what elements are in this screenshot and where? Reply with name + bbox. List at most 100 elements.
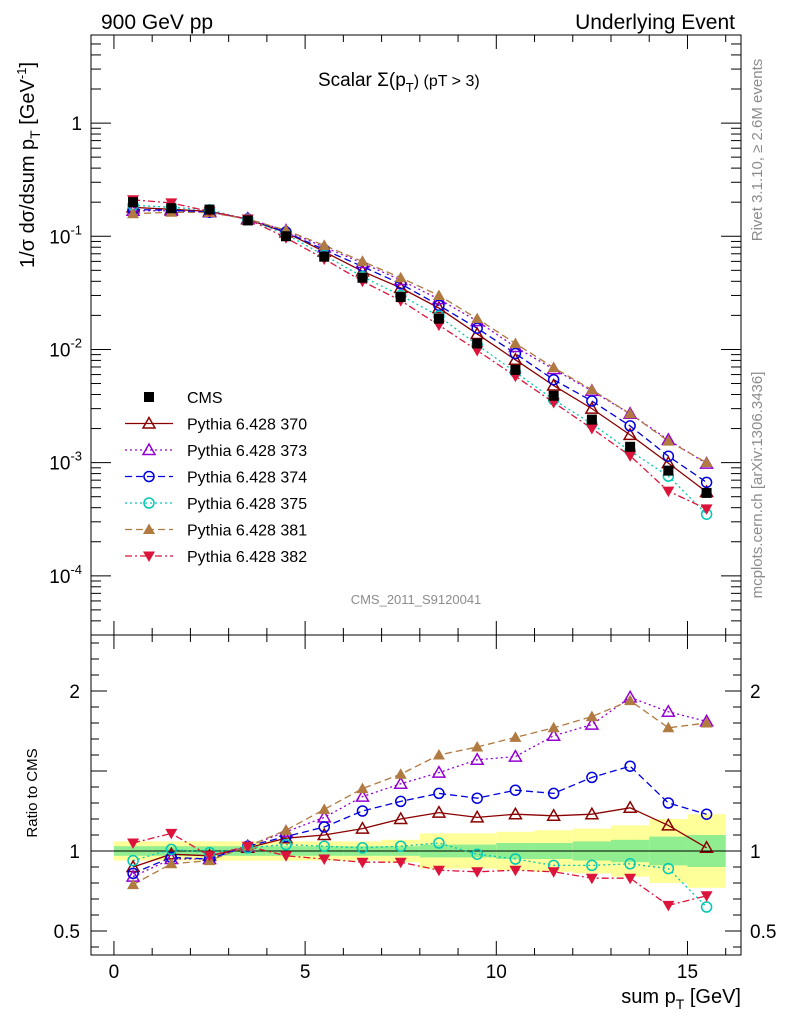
ratio-point-pythia-6-428-381: [127, 878, 140, 890]
ratio-point-pythia-6-428-375: [509, 853, 522, 865]
analysis-id: CMS_2011_S9120041: [351, 592, 482, 607]
axis-ticks: 0 5 10 15 10-4 10-3 10-2 10-1 1 0.5 0.5 1 1 2 2: [49, 34, 776, 983]
ratio-point-pythia-6-428-382: [509, 865, 522, 877]
ratio-point-pythia-6-428-374: [586, 771, 598, 784]
point-cms: [663, 465, 674, 476]
point-pythia-6-428-381: [509, 337, 522, 348]
ratio-point-pythia-6-428-382: [662, 900, 675, 912]
legend-marker-pythia-6-428-370: [141, 415, 157, 429]
ratio-point-pythia-6-428-382: [624, 873, 637, 885]
ratio-point-pythia-6-428-373: [469, 752, 485, 766]
ratio-point-pythia-6-428-381: [356, 782, 369, 794]
point-pythia-6-428-381: [318, 239, 331, 250]
point-cms: [586, 414, 597, 425]
ratio-uncertainty-bands: [103, 814, 741, 888]
point-cms: [319, 251, 330, 262]
point-pythia-6-428-381: [471, 312, 484, 324]
ratio-point-pythia-6-428-370: [508, 806, 523, 820]
point-pythia-6-428-374: [624, 420, 636, 432]
main-y-axis-label: 1/σ dσ/dsum pT [GeV-1]: [14, 62, 43, 268]
point-pythia-6-428-382: [585, 424, 598, 435]
ratio-point-pythia-6-428-382: [318, 854, 331, 865]
y-tick-label: 10-4: [49, 562, 82, 588]
x-axis-label: sum pT [GeV]: [621, 986, 741, 1012]
ratio-y-tick-label-right: 0.5: [750, 922, 776, 943]
x-tick-label: 5: [300, 962, 311, 983]
point-cms: [701, 487, 712, 498]
ratio-point-pythia-6-428-374: [662, 797, 675, 809]
ratio-y-tick-label-left: 1: [69, 842, 80, 863]
legend-label-cms: CMS: [187, 390, 223, 407]
y-tick-label: 10-3: [49, 449, 82, 475]
ratio-point-pythia-6-428-375: [165, 843, 178, 856]
series-markers: [125, 195, 714, 913]
ratio-point-pythia-6-428-375: [318, 840, 330, 852]
point-pythia-6-428-370: [622, 427, 638, 441]
point-pythia-6-428-374: [471, 322, 483, 334]
x-tick-label: 15: [677, 962, 698, 983]
line-pythia-6-428-382: [133, 199, 707, 510]
point-cms: [395, 292, 406, 303]
point-cms: [357, 272, 368, 283]
ratio-point-pythia-6-428-373: [584, 717, 600, 730]
point-pythia-6-428-374: [509, 347, 522, 360]
legend-label-pythia-6-428-374: Pythia 6.428 374: [187, 470, 307, 487]
point-pythia-6-428-374: [662, 450, 675, 462]
ratio-point-pythia-6-428-370: [355, 821, 370, 834]
ratio-point-pythia-6-428-375: [356, 842, 369, 854]
legend-label-pythia-6-428-381: Pythia 6.428 381: [187, 523, 307, 540]
ratio-point-pythia-6-428-374: [394, 795, 407, 808]
ratio-y-tick-label-left: 2: [69, 682, 80, 703]
ratio-plot-frame: [90, 634, 742, 956]
point-pythia-6-428-381: [700, 456, 713, 468]
point-pythia-6-428-381: [662, 435, 675, 446]
ratio-point-pythia-6-428-381: [280, 824, 292, 835]
legend-label-pythia-6-428-382: Pythia 6.428 382: [187, 549, 307, 566]
ratio-point-pythia-6-428-374: [509, 784, 522, 796]
y-tick-label: 10-1: [49, 222, 82, 248]
ratio-point-pythia-6-428-370: [431, 805, 447, 818]
ratio-point-pythia-6-428-375: [127, 854, 139, 867]
legend-marker-pythia-6-428-374: [143, 470, 155, 483]
ratio-point-pythia-6-428-375: [433, 837, 445, 849]
ratio-line-pythia-6-428-370: [132, 807, 707, 868]
legend-label-pythia-6-428-373: Pythia 6.428 373: [187, 443, 307, 460]
point-cms: [166, 203, 177, 214]
ratio-point-pythia-6-428-382: [547, 867, 560, 878]
ratio-point-pythia-6-428-382: [585, 873, 598, 885]
y-tick-label: 10-2: [49, 335, 82, 361]
rivet-version-text: Rivet 3.1.10, ≥ 2.6M events: [749, 59, 766, 242]
ratio-point-pythia-6-428-381: [509, 731, 522, 742]
point-pythia-6-428-381: [394, 271, 407, 283]
ratio-point-pythia-6-428-381: [394, 768, 407, 779]
ratio-y-tick-label-right: 1: [750, 842, 761, 863]
ratio-point-pythia-6-428-375: [394, 840, 407, 852]
point-cms: [472, 338, 483, 349]
legend-marker-pythia-6-428-373: [141, 442, 157, 456]
point-pythia-6-428-374: [547, 373, 560, 386]
series-lines: [132, 199, 708, 908]
ratio-point-pythia-6-428-381: [624, 694, 637, 706]
point-pythia-6-428-381: [585, 383, 598, 395]
ratio-point-pythia-6-428-375: [624, 858, 636, 870]
ratio-point-pythia-6-428-370: [546, 808, 561, 822]
ratio-point-pythia-6-428-373: [393, 776, 408, 790]
point-pythia-6-428-382: [624, 451, 637, 462]
ratio-point-pythia-6-428-370: [699, 840, 714, 854]
legend-marker-pythia-6-428-375: [143, 497, 155, 509]
legend-label-pythia-6-428-375: Pythia 6.428 375: [187, 496, 307, 513]
ratio-point-pythia-6-428-375: [280, 838, 292, 851]
point-pythia-6-428-382: [662, 486, 675, 498]
point-pythia-6-428-381: [624, 407, 637, 419]
ratio-point-pythia-6-428-381: [165, 857, 178, 869]
ratio-point-pythia-6-428-374: [356, 805, 369, 817]
ratio-point-pythia-6-428-374: [471, 792, 483, 804]
ratio-line-pythia-6-428-374: [132, 765, 707, 874]
ratio-point-pythia-6-428-374: [127, 867, 139, 880]
main-plot-frame: [90, 34, 742, 636]
legend: CMS Pythia 6.428 370 Pythia 6.428 373 Pythi…: [125, 390, 307, 566]
ratio-point-pythia-6-428-382: [432, 865, 445, 877]
ratio-point-pythia-6-428-382: [356, 857, 369, 869]
point-pythia-6-428-382: [471, 345, 484, 357]
ratio-point-pythia-6-428-370: [469, 809, 485, 823]
